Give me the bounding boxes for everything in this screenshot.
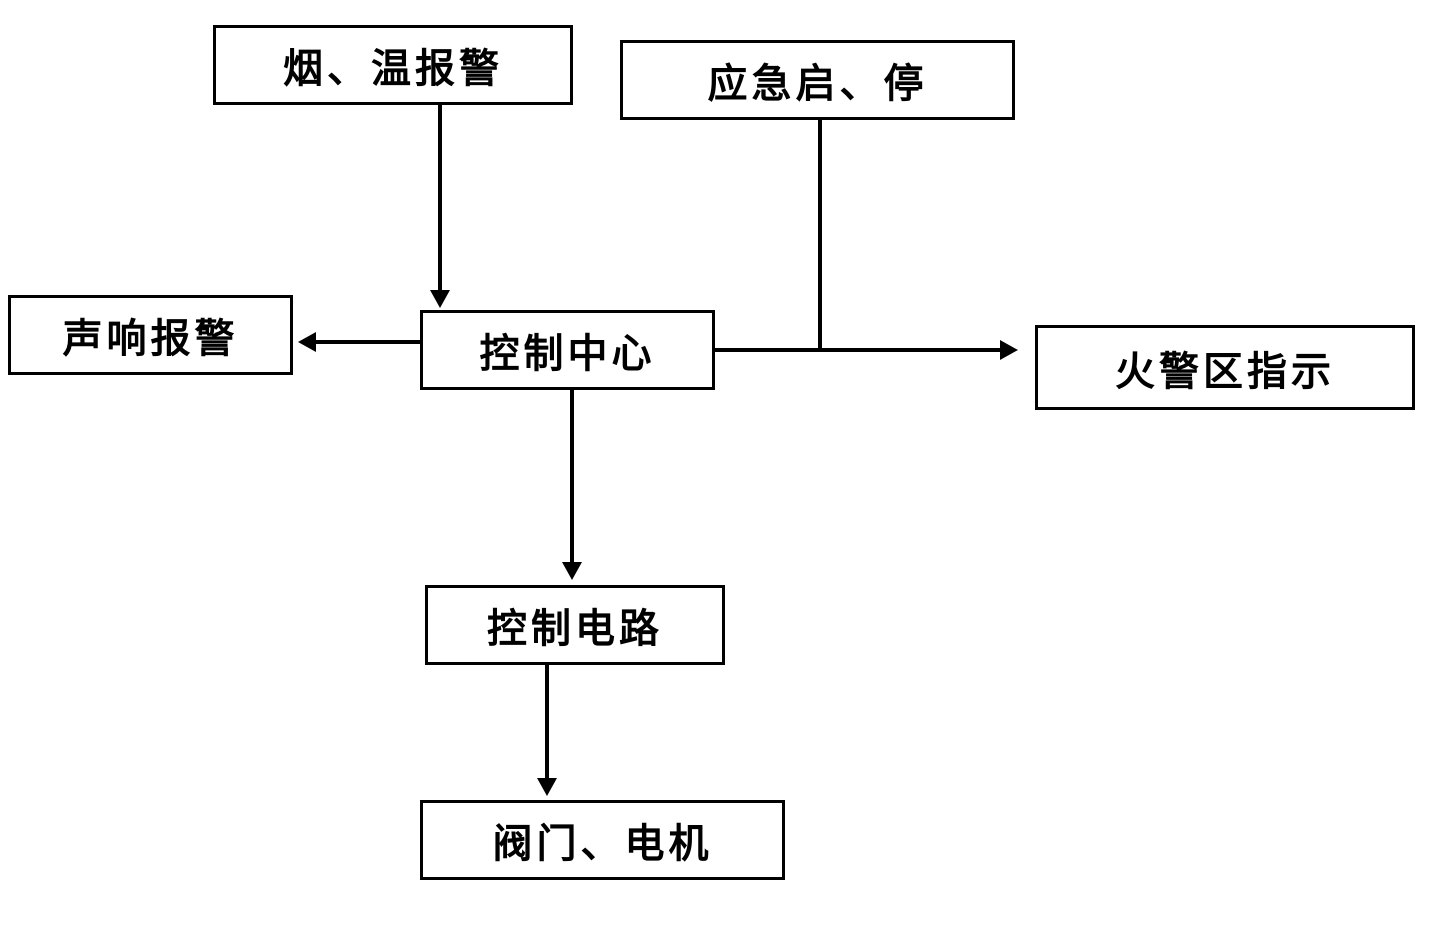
arrow-right-icon	[1000, 340, 1018, 360]
node-label: 火警区指示	[1115, 339, 1335, 397]
edge-line	[570, 390, 574, 565]
edge-line	[438, 105, 442, 295]
edge-line	[545, 665, 549, 780]
arrow-down-icon	[562, 562, 582, 580]
node-label: 控制电路	[487, 596, 663, 654]
arrow-left-icon	[298, 332, 316, 352]
node-fire-zone-indicator: 火警区指示	[1035, 325, 1415, 410]
arrow-down-icon	[537, 778, 557, 796]
edge-line	[315, 340, 420, 344]
node-sound-alarm: 声响报警	[8, 295, 293, 375]
node-label: 控制中心	[480, 321, 656, 379]
arrow-down-icon	[430, 290, 450, 308]
edge-line	[818, 120, 822, 350]
edge-line	[715, 348, 822, 352]
node-label: 声响报警	[63, 306, 239, 364]
node-smoke-temp-alarm: 烟、温报警	[213, 25, 573, 105]
node-label: 烟、温报警	[283, 36, 503, 94]
node-emergency-start-stop: 应急启、停	[620, 40, 1015, 120]
node-label: 应急启、停	[708, 51, 928, 109]
node-control-circuit: 控制电路	[425, 585, 725, 665]
node-label: 阀门、电机	[493, 811, 713, 869]
node-control-center: 控制中心	[420, 310, 715, 390]
node-valve-motor: 阀门、电机	[420, 800, 785, 880]
edge-line	[822, 348, 1002, 352]
